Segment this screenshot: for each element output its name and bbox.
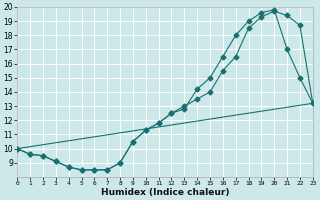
X-axis label: Humidex (Indice chaleur): Humidex (Indice chaleur) xyxy=(101,188,229,197)
